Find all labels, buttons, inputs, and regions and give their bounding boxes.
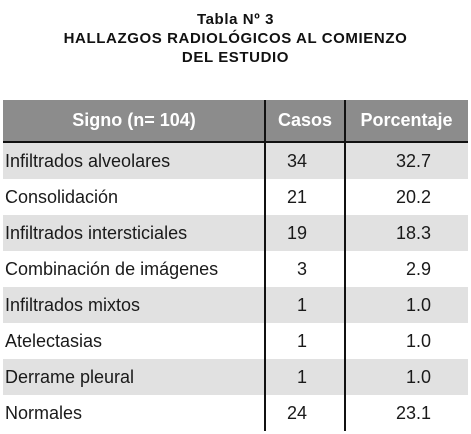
cell-cases: 24 xyxy=(286,403,307,423)
cell-percent: 18.3 xyxy=(395,223,431,243)
cell-cases: 34 xyxy=(286,151,307,171)
header-cases: Casos xyxy=(277,110,333,130)
cell-sign: Infiltrados intersticiales xyxy=(5,223,188,243)
cell-percent: 23.1 xyxy=(395,403,431,423)
table-row: Infiltrados mixtos 1 1.0 xyxy=(3,287,468,323)
table-row: Combinación de imágenes 3 2.9 xyxy=(3,251,468,287)
column-divider-1 xyxy=(264,100,266,431)
cell-sign: Consolidación xyxy=(5,187,119,207)
table-row: Consolidación 21 20.2 xyxy=(3,179,468,215)
cell-sign: Normales xyxy=(5,403,83,423)
table-row: Infiltrados intersticiales 19 18.3 xyxy=(3,215,468,251)
cell-sign: Derrame pleural xyxy=(5,367,135,387)
cell-cases: 19 xyxy=(286,223,307,243)
cell-sign: Combinación de imágenes xyxy=(5,259,219,279)
cell-cases: 1 xyxy=(296,295,307,315)
table-caption: Tabla Nº 3 HALLAZGOS RADIOLÓGICOS AL COM… xyxy=(0,10,471,67)
cell-cases: 1 xyxy=(296,331,307,351)
table-number: Tabla Nº 3 xyxy=(196,11,275,28)
cell-percent: 1.0 xyxy=(405,295,431,315)
header-sign: Signo (n= 104) xyxy=(72,110,196,130)
table-header-row: Signo (n= 104) Casos Porcentaje xyxy=(3,100,468,143)
cell-cases: 1 xyxy=(296,367,307,387)
table-row: Normales 24 23.1 xyxy=(3,395,468,431)
cell-percent: 2.9 xyxy=(405,259,431,279)
cell-percent: 20.2 xyxy=(395,187,431,207)
table-row: Infiltrados alveolares 34 32.7 xyxy=(3,143,468,179)
cell-cases: 21 xyxy=(286,187,307,207)
cell-sign: Infiltrados mixtos xyxy=(5,295,141,315)
table-title-line-2: DEL ESTUDIO xyxy=(181,49,290,66)
cell-percent: 32.7 xyxy=(395,151,431,171)
cell-sign: Infiltrados alveolares xyxy=(5,151,171,171)
table-row: Atelectasias 1 1.0 xyxy=(3,323,468,359)
table-row: Derrame pleural 1 1.0 xyxy=(3,359,468,395)
findings-table: Signo (n= 104) Casos Porcentaje Infiltra… xyxy=(3,100,468,431)
header-percent: Porcentaje xyxy=(360,110,453,130)
cell-percent: 1.0 xyxy=(405,331,431,351)
cell-cases: 3 xyxy=(296,259,307,279)
cell-percent: 1.0 xyxy=(405,367,431,387)
table-title-line-1: HALLAZGOS RADIOLÓGICOS AL COMIENZO xyxy=(63,30,408,47)
column-divider-2 xyxy=(344,100,346,431)
cell-sign: Atelectasias xyxy=(5,331,103,351)
